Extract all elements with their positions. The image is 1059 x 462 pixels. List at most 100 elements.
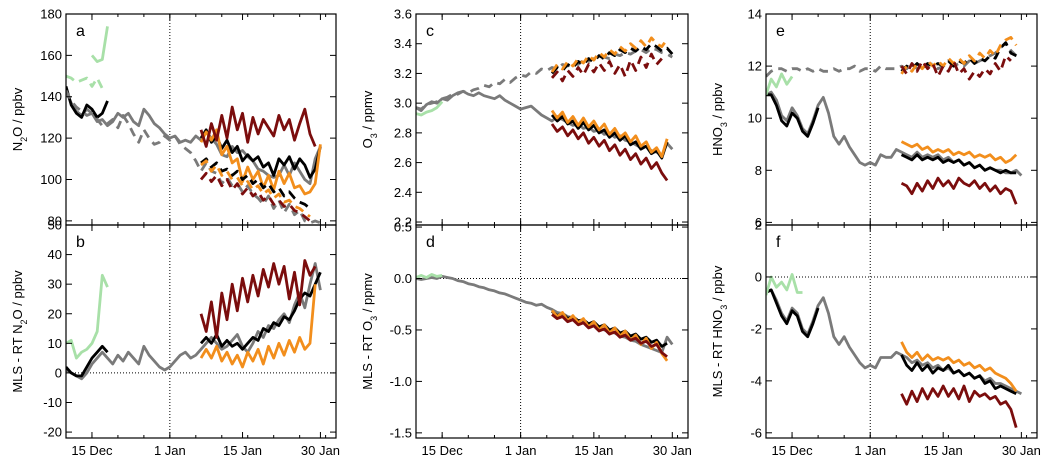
y-tick-label: 140 [40,89,62,104]
y-axis-label-subscript: 3 [369,133,379,138]
plot-frame [65,13,337,226]
x-tick-label: 15 Jan [574,443,613,458]
panel-label: f [776,234,781,251]
series-line-10 [199,171,311,222]
y-tick-label: -20 [43,425,62,440]
series-group [766,36,1023,205]
x-tick-label: 30 Jan [1002,443,1041,458]
y-tick-label: 14 [748,7,762,22]
series-line-1 [66,86,109,119]
series-line-8 [550,52,663,83]
y-axis-label-subscript: 3 [369,316,379,321]
series-line-3 [900,140,1018,164]
x-tick-label: 15 Dec [771,443,813,458]
y-tick-label: 3.0 [394,96,412,111]
y-axis-label-text: HNO [710,127,725,156]
series-line-6 [66,74,104,90]
y-tick-label: 3.2 [394,66,412,81]
series-line-3 [550,123,669,182]
y-axis-label-text: MLS - RT HNO [710,310,725,398]
x-tick-label: 1 Jan [505,443,537,458]
series-line-0 [66,89,322,186]
series-group [416,36,674,182]
y-tick-label: 10 [48,336,62,351]
y-axis-label-subscript: 2 [19,137,29,142]
series-line-1 [550,114,669,160]
y-axis-label-text: MLS - RT O [360,321,375,390]
y-tick-label: 30 [48,277,62,292]
panel-d: -1.5 -1.0 -0.5 0.0 0.5 15 Dec 1 Jan 15 Jan 30 Ja… [360,220,692,458]
x-tick-label: 15 Dec [71,443,113,458]
panel-label: b [76,234,85,251]
y-tick-label: 50 [48,218,62,233]
y-tick-label: 40 [48,247,62,262]
series-line-0 [66,262,322,381]
x-tick-label: 15 Jan [924,443,963,458]
y-tick-label: 180 [40,7,62,22]
x-tick-label: 1 Jan [154,443,186,458]
y-tick-label: 3.4 [394,36,412,51]
y-axis-label-subscript: 3 [719,305,729,310]
series-group [416,272,674,362]
panel-label: e [776,23,785,40]
y-tick-label: -6 [750,425,762,440]
series-line-1 [766,288,820,339]
panel-a: 80 100 120 140 160 180 a N2O / ppbv [10,7,337,228]
y-tick-label: 3.6 [394,7,412,22]
y-axis-label-unit: / ppbv [710,83,725,123]
y-axis-label-subscript: 2 [19,319,29,324]
series-line-9 [200,159,311,218]
y-axis-label: O3 / ppmv [360,90,379,148]
series-line-4 [199,259,317,339]
y-tick-label: 12 [748,59,762,74]
y-tick-label: 2.8 [394,125,412,140]
x-tick-label: 30 Jan [301,443,340,458]
series-line-3 [199,128,322,196]
panel-e: 6 8 10 12 14 e HNO3 / ppbv [710,7,1038,230]
series-line-4 [199,105,317,148]
y-tick-label: 8 [755,163,762,178]
series-line-4 [416,100,444,117]
y-axis-label-unit: O / ppbv [10,270,25,320]
series-line-9 [900,54,1012,81]
y-tick-label: 0 [55,365,62,380]
y-tick-label: -1.0 [390,374,412,389]
plot-frame [65,224,337,439]
y-axis-label-subscript: 3 [719,122,729,127]
y-axis-label: HNO3 / ppbv [710,83,729,156]
panel-label: a [76,23,85,40]
x-tick-label: 15 Dec [422,443,464,458]
series-group [766,272,1023,428]
y-axis-label: MLS - RT N2O / ppbv [10,270,29,393]
y-tick-label: 0.5 [394,220,412,235]
y-axis-label: N2O / ppbv [10,87,29,151]
series-line-7 [66,89,321,225]
series-line-3 [900,341,1018,392]
y-tick-label: 2.6 [394,155,412,170]
y-tick-label: 2.4 [394,185,412,200]
series-line-6 [550,42,674,75]
y-tick-label: -1.5 [390,425,412,440]
series-line-1 [551,310,668,348]
y-tick-label: 100 [40,172,62,187]
y-tick-label: 80 [48,213,62,228]
y-tick-label: 20 [48,306,62,321]
series-line-8 [200,157,311,210]
series-group [66,259,322,381]
series-line-1 [66,344,109,378]
series-line-0 [766,288,1023,396]
y-axis-label: MLS - RT HNO3 / ppbv [710,265,729,397]
y-axis-label-unit: O / ppbv [10,87,25,137]
series-line-5 [766,272,803,296]
series-line-0 [416,274,674,355]
series-line-4 [900,384,1018,428]
series-line-2 [550,309,669,362]
y-tick-label: -10 [43,395,62,410]
plot-frame [765,13,1038,226]
y-tick-label: 0.0 [394,271,412,286]
panel-label: c [426,23,434,40]
plot-frame [415,224,689,439]
y-tick-label: 10 [748,111,762,126]
series-line-5 [90,26,109,63]
